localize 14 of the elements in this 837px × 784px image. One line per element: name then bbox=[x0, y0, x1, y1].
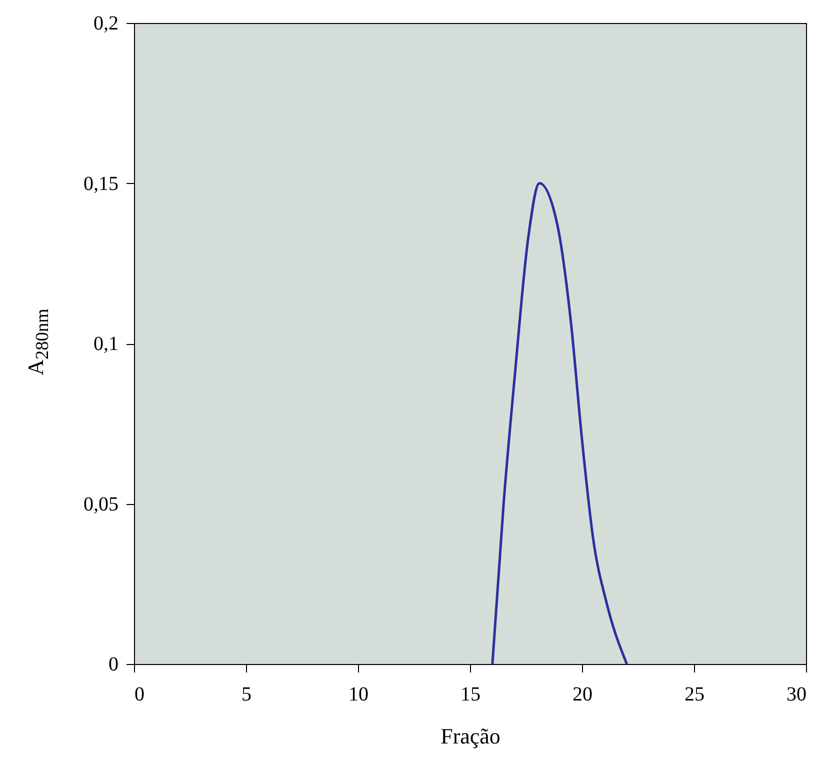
x-axis-title: Fração bbox=[440, 724, 500, 748]
x-tick-label: 30 bbox=[786, 684, 806, 706]
x-tick-label: 10 bbox=[348, 684, 368, 706]
y-tick-label: 0,15 bbox=[84, 172, 118, 195]
x-tick-label: 25 bbox=[684, 684, 704, 706]
y-tick-label: 0,2 bbox=[94, 12, 118, 34]
x-tick-label: 20 bbox=[572, 684, 592, 706]
y-tick-label: 0,05 bbox=[84, 493, 118, 516]
y-tick-label: 0,1 bbox=[94, 333, 118, 355]
x-tick-label: 5 bbox=[242, 684, 252, 706]
x-tick-label: 15 bbox=[460, 684, 480, 706]
y-tick-label: 0 bbox=[108, 654, 118, 676]
line-series bbox=[491, 182, 628, 664]
x-tick-label: 0 bbox=[134, 684, 144, 706]
